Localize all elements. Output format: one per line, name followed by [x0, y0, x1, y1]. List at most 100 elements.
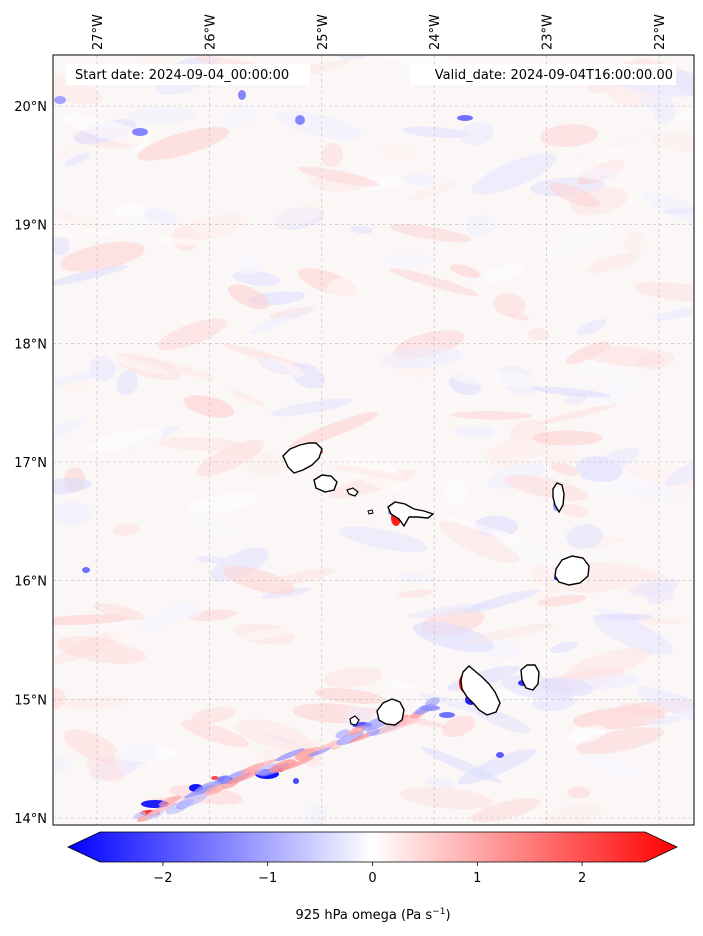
longitude-tick-label: 22°W: [653, 14, 668, 50]
omega-contour-patch: [247, 452, 286, 477]
map-frame: [52, 54, 695, 826]
island-razo: [367, 509, 374, 515]
omega-strong-feature: [82, 567, 90, 573]
omega-contour-patch: [408, 181, 459, 201]
omega-contour-patch: [576, 727, 664, 755]
omega-contour-patch: [386, 251, 435, 269]
omega-strong-feature: [293, 778, 299, 784]
island-maio: [520, 664, 540, 691]
omega-contour-patch: [535, 404, 617, 425]
omega-contour-patch: [315, 688, 384, 704]
omega-band-patch: [149, 802, 176, 815]
omega-contour-patch: [271, 199, 329, 228]
omega-contour-patch: [470, 798, 541, 823]
omega-contour-patch: [493, 293, 526, 317]
omega-contour-patch: [53, 69, 103, 105]
omega-strong-feature: [439, 712, 455, 718]
omega-contour-patch: [577, 754, 645, 780]
longitude-tick-label: 25°W: [316, 14, 331, 50]
omega-contour-patch: [53, 142, 96, 165]
omega-contour-patch: [469, 623, 555, 643]
omega-contour-patch: [127, 106, 197, 124]
omega-contour-patch: [457, 748, 537, 785]
omega-contour-patch: [508, 313, 530, 321]
omega-contour-patch: [109, 629, 199, 657]
omega-contour-patch: [425, 777, 456, 789]
omega-contour-patch: [454, 425, 495, 439]
omega-contour-patch: [640, 379, 694, 409]
omega-strong-feature: [457, 115, 473, 121]
omega-contour-patch: [624, 231, 647, 255]
omega-contour-patch: [235, 719, 310, 751]
omega-strong-feature: [295, 115, 305, 125]
valid-date-label: Valid_date: 2024-09-04T16:00:00.00: [435, 68, 673, 83]
omega-contour-patch: [471, 153, 558, 195]
omega-contour-patch: [566, 523, 603, 550]
omega-contour-patch: [539, 802, 603, 825]
omega-contour-patch: [326, 275, 369, 299]
latitude-tick-label: 19°N: [14, 219, 47, 234]
omega-contour-patch: [532, 430, 603, 446]
colorbar-tick-label: −2: [153, 871, 172, 886]
omega-band-patch: [158, 795, 182, 807]
omega-contour-patch: [379, 144, 418, 160]
omega-contour-patch: [196, 556, 225, 564]
omega-contour-patch: [196, 439, 265, 477]
omega-contour-patch: [532, 386, 611, 398]
omega-contour-patch: [113, 745, 179, 763]
omega-contour-patch: [373, 623, 423, 643]
omega-strong-feature: [238, 90, 246, 100]
omega-contour-patch: [645, 716, 683, 726]
omega-contour-patch: [223, 105, 257, 128]
omega-contour-patch: [531, 562, 563, 589]
omega-contour-patch: [53, 201, 104, 230]
omega-contour-patch: [636, 686, 694, 724]
omega-contour-patch: [439, 521, 520, 564]
omega-contour-patch: [621, 483, 687, 503]
omega-contour-patch: [549, 182, 601, 208]
island-sao-nicolau: [387, 501, 435, 528]
omega-contour-patch: [346, 78, 400, 105]
omega-contour-patch: [567, 786, 591, 799]
island-sal: [552, 482, 565, 514]
omega-contour-patch: [232, 270, 281, 287]
omega-contour-patch: [63, 113, 151, 145]
omega-contour-patch: [592, 613, 674, 655]
omega-contour-patch: [268, 597, 290, 623]
start-date-label: Start date: 2024-09-04_00:00:00: [75, 68, 289, 83]
omega-contour-patch: [189, 513, 244, 541]
omega-contour-patch: [321, 143, 344, 168]
omega-contour-patch: [594, 384, 629, 407]
omega-contour-patch: [53, 501, 92, 527]
omega-band-patch: [275, 748, 305, 762]
omega-contour-patch: [248, 306, 312, 335]
colorbar-tick-label: 2: [578, 871, 586, 886]
omega-contour-patch: [323, 666, 383, 688]
omega-contour-patch: [630, 578, 679, 597]
omega-contour-patch: [550, 641, 578, 654]
omega-contour-patch: [93, 603, 145, 621]
omega-contour-patch: [441, 716, 476, 738]
omega-band-patch: [193, 780, 222, 795]
omega-contour-patch: [59, 241, 145, 272]
omega-contour-patch: [591, 541, 636, 561]
omega-contour-patch: [382, 681, 419, 690]
island-fogo: [376, 698, 405, 726]
island-boa-vista: [554, 555, 590, 586]
omega-contour-patch: [180, 213, 247, 240]
omega-contour-patch: [227, 625, 316, 642]
omega-strong-feature: [132, 128, 148, 136]
omega-contour-patch: [53, 753, 71, 775]
omega-contour-patch: [539, 124, 598, 147]
omega-contour-patch: [452, 371, 548, 387]
omega-contour-patch: [397, 589, 434, 598]
omega-contour-patch: [412, 621, 494, 653]
latitude-tick-labels: 20°N 19°N 18°N 17°N 16°N 15°N 14°N: [14, 100, 47, 827]
omega-contour-patch: [542, 224, 611, 259]
omega-contour-patch: [445, 480, 468, 504]
omega-contour-patch: [156, 360, 217, 381]
omega-contour-patch: [53, 687, 66, 710]
omega-contour-patch: [187, 493, 258, 514]
omega-contour-patch: [68, 379, 89, 394]
omega-band-patch: [227, 768, 263, 785]
